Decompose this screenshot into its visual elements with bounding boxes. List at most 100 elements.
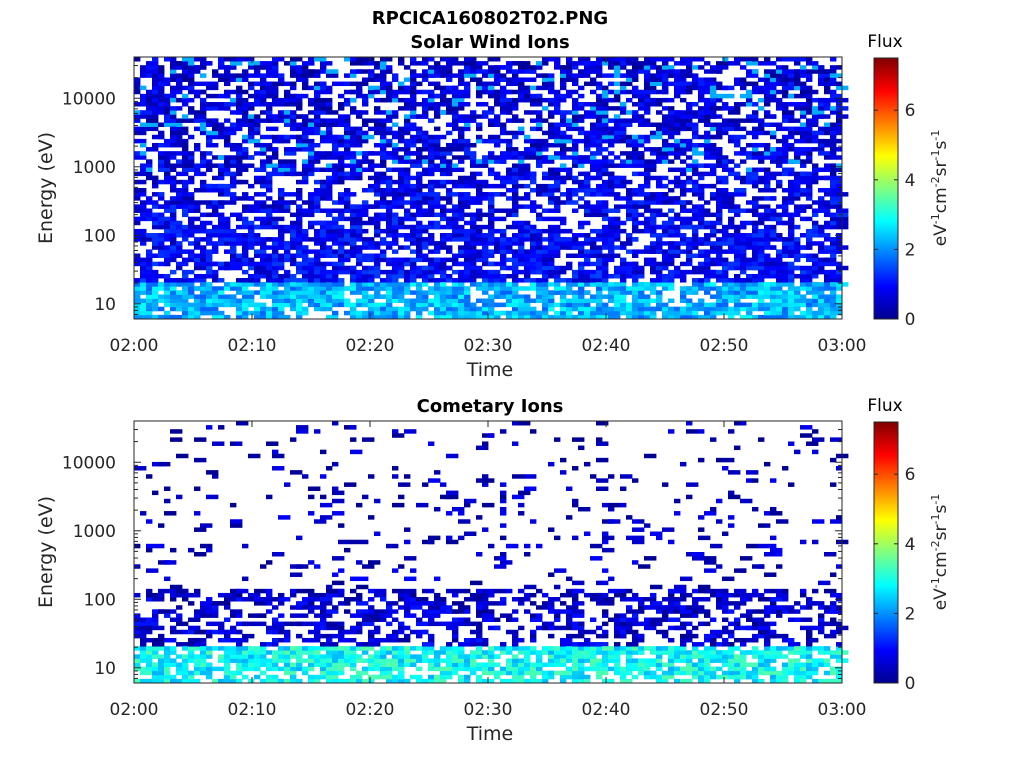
heatmap-cell bbox=[830, 171, 837, 177]
heatmap-cell bbox=[680, 57, 693, 62]
heatmap-cell bbox=[818, 77, 825, 82]
heatmap-cell bbox=[152, 61, 159, 66]
heatmap-cell bbox=[698, 65, 705, 70]
heatmap-cell bbox=[188, 155, 195, 160]
heatmap-cell bbox=[476, 269, 489, 275]
heatmap-cell bbox=[590, 159, 597, 164]
heatmap-cell bbox=[836, 147, 843, 152]
heatmap-cell bbox=[488, 200, 495, 205]
heatmap-cell bbox=[596, 73, 603, 78]
heatmap-cell bbox=[824, 212, 831, 218]
heatmap-cell bbox=[176, 204, 183, 209]
heatmap-cell bbox=[290, 233, 297, 238]
heatmap-cell bbox=[140, 188, 147, 193]
heatmap-cell bbox=[536, 212, 543, 218]
heatmap-cell bbox=[344, 249, 357, 254]
heatmap-cell bbox=[794, 130, 801, 136]
heatmap-cell bbox=[200, 601, 207, 606]
heatmap-cell bbox=[482, 286, 489, 291]
heatmap-cell bbox=[308, 61, 315, 66]
heatmap-cell bbox=[518, 278, 525, 283]
heatmap-cell bbox=[452, 179, 459, 185]
heatmap-cell bbox=[260, 314, 267, 320]
heatmap-cell bbox=[344, 310, 351, 316]
heatmap-cell bbox=[596, 233, 603, 238]
heatmap-cell bbox=[362, 81, 369, 87]
heatmap-cell bbox=[380, 310, 393, 316]
heatmap-cell bbox=[248, 233, 255, 238]
heatmap-cell bbox=[212, 249, 219, 254]
heatmap-cell bbox=[614, 196, 621, 201]
heatmap-cell bbox=[146, 208, 153, 213]
heatmap-cell bbox=[194, 81, 201, 87]
heatmap-cell bbox=[572, 237, 579, 242]
heatmap-cell bbox=[692, 142, 699, 148]
heatmap-cell bbox=[692, 192, 699, 197]
heatmap-cell bbox=[716, 192, 729, 197]
heatmap-cell bbox=[284, 192, 297, 197]
heatmap-cell bbox=[794, 204, 801, 209]
heatmap-cell bbox=[434, 314, 441, 320]
heatmap-cell bbox=[680, 69, 693, 74]
heatmap-cell bbox=[776, 77, 783, 82]
heatmap-cell bbox=[524, 233, 531, 238]
heatmap-cell bbox=[296, 208, 303, 213]
heatmap-cell bbox=[308, 249, 321, 254]
heatmap-cell bbox=[776, 122, 783, 127]
heatmap-cell bbox=[362, 265, 369, 271]
heatmap-cell bbox=[596, 298, 603, 304]
heatmap-cell bbox=[452, 306, 459, 312]
heatmap-cell bbox=[698, 253, 711, 258]
heatmap-cell bbox=[452, 237, 459, 242]
heatmap-cell bbox=[236, 588, 249, 594]
heatmap-cell bbox=[566, 286, 573, 291]
heatmap-cell bbox=[200, 257, 207, 263]
heatmap-cell bbox=[140, 625, 147, 631]
heatmap-cell bbox=[452, 257, 459, 263]
heatmap-cell bbox=[224, 138, 231, 144]
heatmap-cell bbox=[428, 290, 441, 295]
heatmap-cell bbox=[686, 110, 699, 115]
heatmap-cell bbox=[500, 102, 507, 107]
heatmap-cell bbox=[404, 175, 417, 181]
heatmap-cell bbox=[482, 273, 489, 279]
heatmap-cell bbox=[272, 102, 285, 107]
heatmap-cell bbox=[710, 314, 717, 320]
heatmap-cell bbox=[698, 188, 705, 193]
heatmap-cell bbox=[788, 224, 795, 230]
heatmap-cell bbox=[524, 155, 537, 160]
heatmap-cell bbox=[512, 253, 525, 258]
heatmap-cell bbox=[656, 302, 663, 308]
heatmap-cell bbox=[776, 65, 783, 70]
heatmap-cell bbox=[212, 278, 219, 283]
heatmap-cell bbox=[488, 134, 501, 140]
heatmap-cell bbox=[770, 73, 783, 78]
heatmap-cell bbox=[254, 233, 261, 238]
heatmap-cell bbox=[314, 57, 321, 62]
heatmap-cell bbox=[680, 183, 687, 189]
heatmap-cell bbox=[176, 77, 183, 82]
heatmap-cell bbox=[734, 245, 747, 250]
heatmap-cell bbox=[350, 306, 357, 312]
heatmap-cell bbox=[494, 183, 507, 189]
heatmap-cell bbox=[146, 261, 153, 267]
heatmap-cell bbox=[560, 114, 567, 119]
heatmap-cell bbox=[590, 294, 597, 299]
heatmap-cell bbox=[164, 151, 177, 156]
heatmap-cell bbox=[140, 314, 147, 320]
heatmap-cell bbox=[296, 249, 303, 254]
heatmap-cell bbox=[692, 282, 699, 287]
heatmap-cell bbox=[392, 192, 399, 197]
heatmap-cell bbox=[152, 192, 159, 197]
heatmap-cell bbox=[668, 69, 675, 74]
heatmap-cell bbox=[752, 200, 759, 205]
heatmap-cell bbox=[722, 290, 729, 295]
heatmap-cell bbox=[722, 298, 729, 304]
heatmap-cell bbox=[644, 85, 657, 91]
heatmap-cell bbox=[320, 106, 333, 111]
heatmap-cell bbox=[362, 269, 369, 275]
heatmap-cell bbox=[254, 69, 261, 74]
heatmap-cell bbox=[788, 196, 795, 201]
heatmap-cell bbox=[272, 269, 279, 275]
heatmap-cell bbox=[350, 126, 363, 132]
